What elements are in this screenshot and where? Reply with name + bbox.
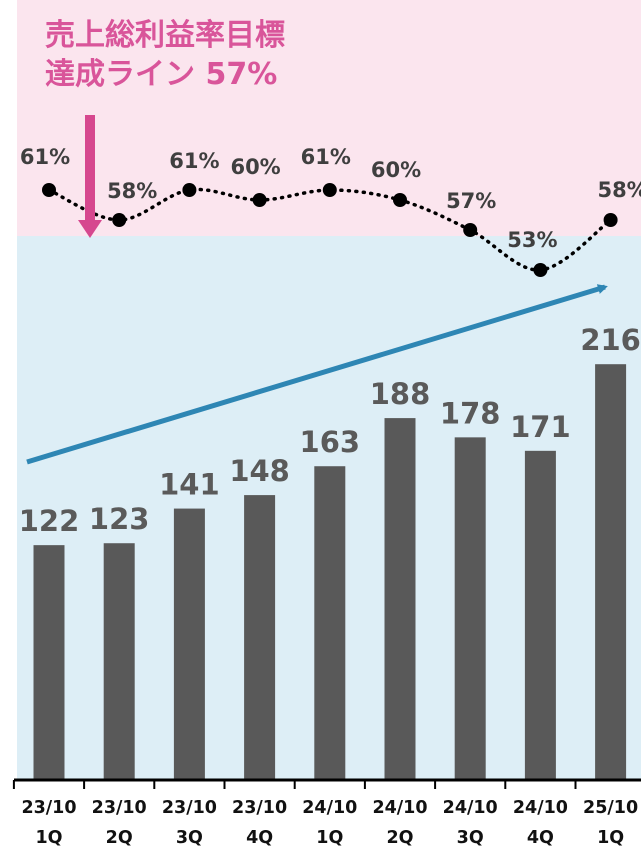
bar (103, 543, 135, 780)
trend-arrow (26, 284, 608, 465)
bar-value-label: 141 (159, 468, 220, 502)
x-axis (12, 778, 641, 789)
bar-value-label: 163 (300, 425, 361, 459)
bar (384, 418, 416, 780)
bar-value-labels: 122 123 141 148 163 188 178 171 216 (19, 323, 641, 538)
x-tick-label-quarter: 1Q (597, 828, 624, 848)
x-tick-label-period: 24/10 (513, 798, 568, 818)
margin-point (533, 263, 548, 277)
bar (595, 364, 627, 780)
x-tick-label-period: 23/10 (162, 798, 217, 818)
margin-point (112, 213, 127, 227)
margin-point (252, 193, 267, 207)
bars (33, 364, 627, 780)
x-tick-label-quarter: 2Q (106, 828, 133, 848)
margin-value-label: 53% (507, 228, 557, 252)
x-tick-label-period: 25/10 (583, 798, 638, 818)
margin-line-path (47, 187, 613, 272)
bar (454, 437, 486, 780)
margin-point (42, 183, 56, 197)
margin-value-label: 61% (301, 145, 351, 169)
margin-point (322, 183, 337, 197)
bar (244, 495, 276, 780)
x-tick-label-quarter: 3Q (176, 828, 203, 848)
gross-margin-labels: 61% 58% 61% 60% 61% 60% 57% 53% 58% (20, 145, 641, 252)
x-tick-label-period: 23/10 (232, 798, 287, 818)
bar-value-label: 122 (19, 504, 80, 538)
margin-point (463, 223, 478, 237)
margin-value-label: 60% (371, 158, 421, 182)
x-tick-label-quarter: 1Q (35, 828, 62, 848)
margin-value-label: 61% (169, 149, 219, 173)
x-tick-label-period: 23/10 (92, 798, 147, 818)
margin-point (603, 213, 618, 227)
margin-value-label: 60% (230, 155, 280, 179)
x-tick-label-period: 24/10 (443, 798, 498, 818)
x-tick-label-period: 24/10 (372, 798, 427, 818)
margin-value-label: 57% (446, 189, 496, 213)
bar (314, 466, 346, 780)
x-tick-label-quarter: 4Q (527, 828, 554, 848)
margin-value-label: 58% (107, 179, 157, 203)
bar-value-label: 188 (370, 377, 431, 411)
margin-point (393, 193, 407, 207)
margin-point (182, 183, 197, 197)
bar (33, 545, 65, 780)
target-annotation: 売上総利益率目標 達成ライン 57% (45, 16, 285, 94)
bar (173, 508, 205, 780)
x-tick-label-period: 24/10 (302, 798, 357, 818)
annotation-line-1: 売上総利益率目標 (45, 18, 285, 53)
annotation-line-2: 達成ライン 57% (45, 57, 278, 92)
gross-margin-line (42, 183, 618, 277)
x-tick-label-quarter: 3Q (457, 828, 484, 848)
x-tick-label-quarter: 1Q (316, 828, 343, 848)
x-axis-labels: 23/10 1Q 23/10 2Q 23/10 3Q 23/10 4Q 24/10 1Q 24/10… (21, 798, 638, 848)
annotation-arrow (78, 115, 102, 238)
margin-value-label: 58% (597, 178, 641, 202)
bar (524, 450, 556, 780)
bar-value-label: 171 (510, 410, 571, 444)
bar-value-label: 123 (89, 502, 150, 536)
bar-value-label: 178 (440, 396, 501, 430)
x-tick-label-period: 23/10 (21, 798, 76, 818)
x-tick-label-quarter: 4Q (246, 828, 273, 848)
x-tick-label-quarter: 2Q (386, 828, 413, 848)
margin-value-label: 61% (20, 145, 70, 169)
bar-value-label: 148 (229, 454, 290, 488)
bar-value-label: 216 (580, 323, 641, 357)
